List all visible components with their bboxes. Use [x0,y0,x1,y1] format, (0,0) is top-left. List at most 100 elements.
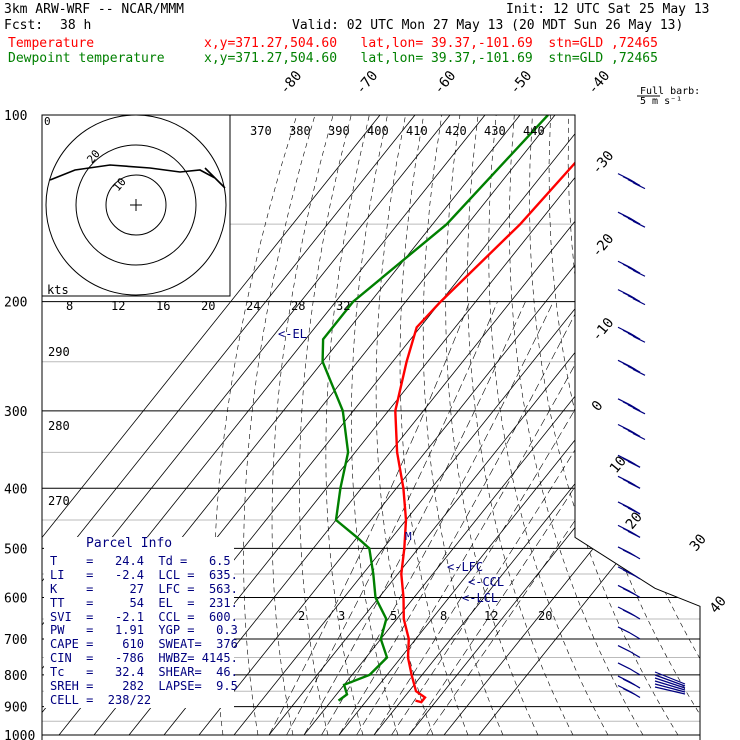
wind-barb-flag [622,587,636,595]
wind-barb-flag [632,407,646,415]
wind-barb-flag [632,220,646,228]
dry-adiabat-line [422,115,504,736]
isotherm-label: -70 [353,68,382,98]
moist-adiabat-line [338,301,582,736]
wind-barb-flag [627,460,641,468]
theta-label: 440 [523,124,545,138]
wind-barb-flag [632,298,646,306]
legend-dewpoint: Dewpoint temperature [8,51,165,66]
hodograph-speed-label: 12 [111,299,125,313]
isotherm-label: 0 [589,398,607,415]
isotherm-line [268,115,700,736]
wind-barb-flag [622,549,636,557]
hodograph-ring [45,114,227,296]
wind-barb-flag [632,269,646,277]
wind-barb-flag [622,687,636,696]
wind-barb-flag [632,182,646,190]
dry-adiabat-line [399,115,469,736]
parcel-marker: M [405,530,412,543]
isotherm-label: 30 [687,531,710,554]
parcel-annotation: <-EL [278,327,307,341]
dry-adiabat-line [567,115,700,736]
dry-adiabat-line [351,115,399,736]
header-model: 3km ARW-WRF -- NCAR/MMM [4,2,185,17]
theta-e-label: 270 [48,494,70,508]
moist-adiabat-line [268,301,470,736]
wind-barb-flag [627,481,641,489]
wind-barb [629,668,641,676]
parcel-info-panel: Parcel Info T = 24.4 Td = 6.5 LI = -2.4 … [44,537,238,708]
mixing-ratio-label: 3 [338,609,345,623]
parcel-info-row: TT = 54 EL = 231. [50,595,238,610]
isotherm-line [42,115,416,736]
wind-barb-flag [617,645,631,653]
wind-barb-flag [622,569,636,577]
dewpoint-profile [321,115,549,702]
dry-adiabat-line [695,115,700,736]
hodograph-speed-label: 8 [66,299,73,313]
theta-label: 410 [406,124,428,138]
wind-barb [654,677,686,689]
legend-temperature-location: x,y=371.27,504.60 lat,lon= 39.37,-101.69… [204,36,658,51]
header-fcst-label: Fcst: [4,18,44,33]
isotherm-line [338,115,700,736]
dry-adiabat-line [299,115,352,736]
hodograph-speed-label: 24 [246,299,260,313]
isotherm-label: -80 [277,68,306,98]
moist-adiabat-line [356,301,610,736]
wind-barb-flag [632,432,646,441]
isotherm-line [163,115,661,736]
dry-adiabat-line [271,115,334,736]
mixing-ratio-label: 2 [298,609,305,623]
wind-barb [654,683,686,693]
theta-label: 430 [484,124,506,138]
hodograph-speed-label: 16 [156,299,170,313]
legend-temperature: Temperature [8,36,95,51]
isotherm-line [443,115,700,736]
wind-barb-flag [632,335,646,343]
mixing-ratio-label: 5 [390,609,397,623]
wind-barb [629,651,641,659]
isotherm-label: -40 [585,68,614,98]
isotherm-label: -60 [431,68,460,98]
theta-label: 420 [445,124,467,138]
moist-adiabat-line [373,301,638,736]
parcel-annotation: <-LCL [462,591,498,605]
wind-barb-flag [632,368,646,376]
isotherm-line [42,115,381,736]
parcel-info-row: LI = -2.4 LCL = 635. [50,567,238,582]
mixing-ratio-label: 12 [484,609,498,623]
legend-dewpoint-location: x,y=371.27,504.60 lat,lon= 39.37,-101.69… [204,51,658,66]
hodograph-trace [49,164,226,189]
header-init: Init: 12 UTC Sat 25 May 13 [506,2,710,17]
wind-barb-flag [617,662,631,670]
pressure-tick-label: 100 [4,109,27,124]
pressure-tick-label: 300 [4,405,27,420]
parcel-info-row: K = 27 LFC = 563. [50,581,238,596]
theta-e-label: 280 [48,419,70,433]
hodograph-speed-label: 28 [291,299,305,313]
theta-label: 390 [328,124,350,138]
parcel-info-row: SREH = 282 LAPSE= 9.5 [50,679,238,694]
dry-adiabat-line [325,115,370,736]
header-fcst-hours: 38 h [60,18,92,33]
dry-adiabat-line [604,115,700,736]
isotherm-line [233,115,700,736]
isotherm-label: 40 [707,593,730,616]
pressure-tick-label: 800 [4,669,27,684]
wind-barb-flag [627,507,641,515]
isotherm-line [198,115,696,736]
dry-adiabat-line [488,115,609,736]
dry-adiabat-line [445,115,539,736]
wind-barb [654,674,686,687]
hodograph-speed-label: 32 [336,299,350,313]
pressure-tick-label: 900 [4,701,27,716]
dry-adiabat-line [529,115,679,736]
wind-barb [629,632,641,640]
isotherm-line [373,115,700,736]
dry-adiabat-line [375,115,434,736]
dry-adiabat-line [509,115,644,736]
isotherm-label: -30 [589,148,618,178]
parcel-annotation: <-LFC [447,560,483,574]
theta-label: 400 [367,124,389,138]
